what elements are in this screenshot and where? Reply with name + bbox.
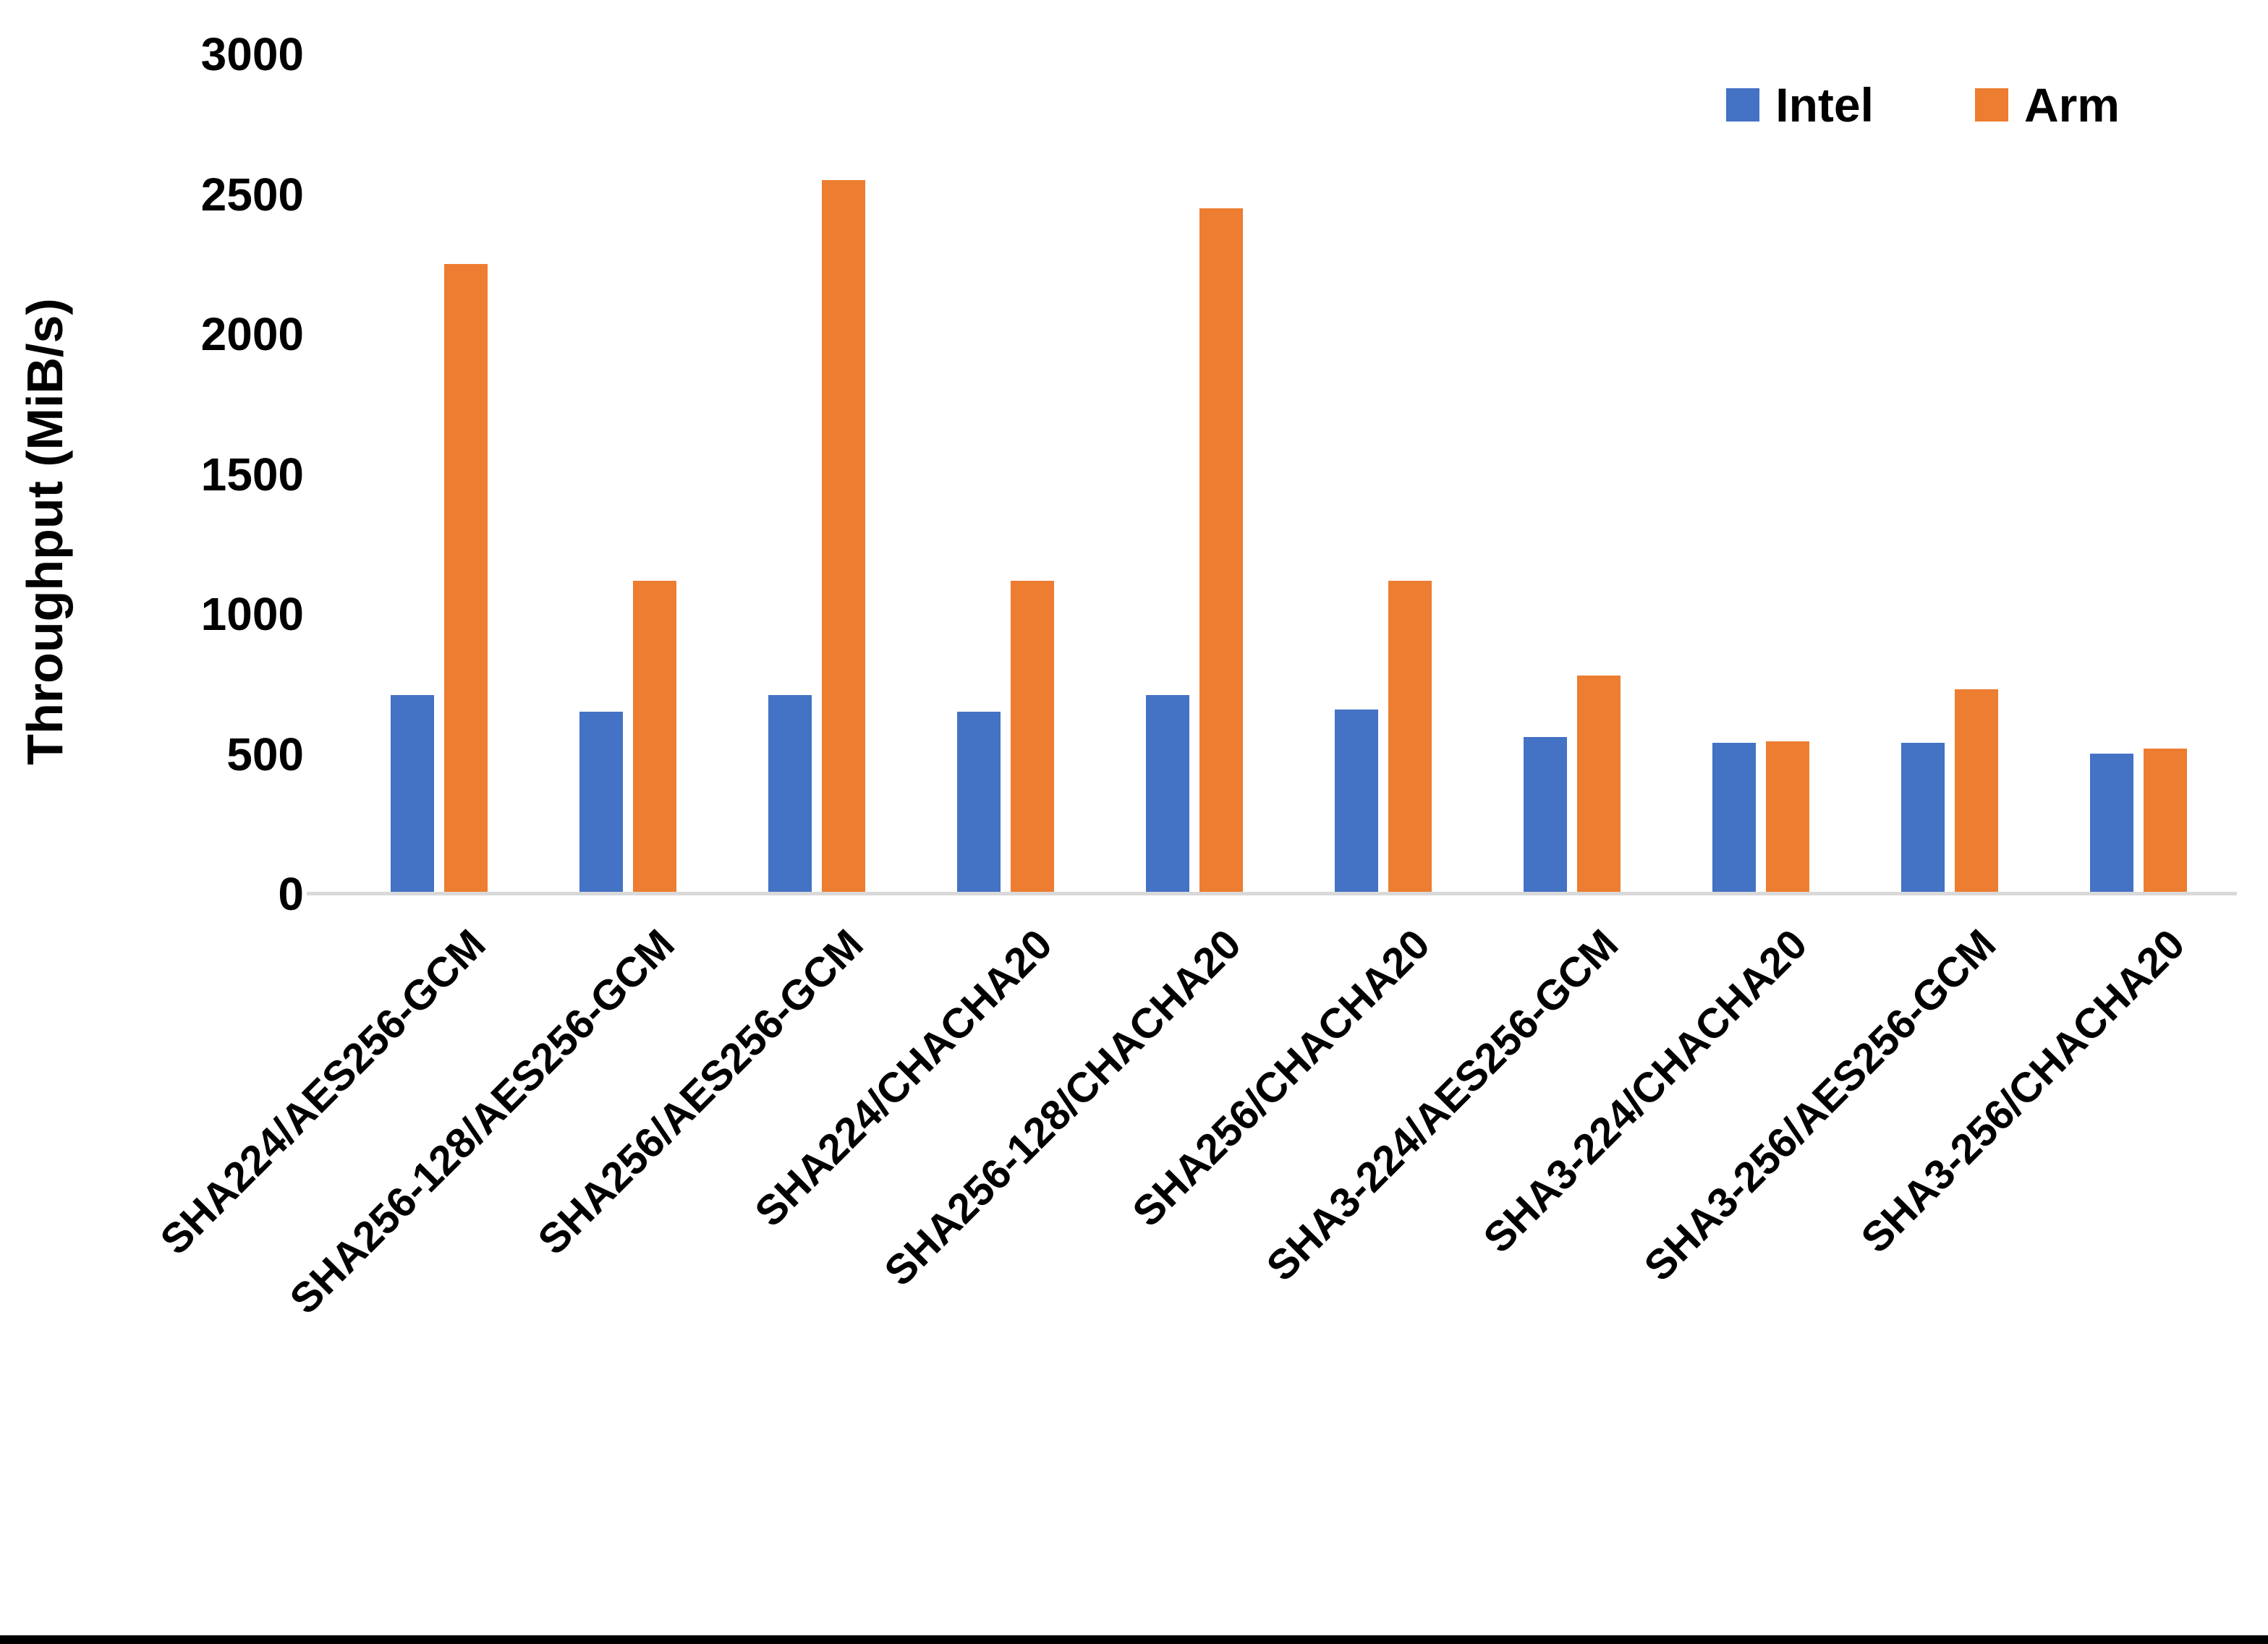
category-label-0: SHA224/AES256-GCM [151,920,495,1264]
bar-intel-1 [579,712,623,894]
y-tick-2500: 2500 [200,168,304,221]
bar-arm-5 [1388,581,1432,894]
bar-intel-0 [391,695,434,894]
bar-intel-8 [1901,743,1945,894]
bar-arm-2 [822,180,865,894]
legend: Intel Arm [1726,81,2120,129]
category-label-4: SHA256-128/CHACHA20 [875,920,1250,1295]
bar-arm-1 [633,581,676,894]
bar-intel-9 [2090,754,2133,894]
y-tick-2000: 2000 [200,308,304,360]
legend-label-arm: Arm [2023,78,2120,132]
category-label-2: SHA256/AES256-GCM [529,920,872,1264]
y-tick-500: 500 [226,728,304,780]
y-axis-title: Throughput (MiB/s) [17,298,73,765]
legend-item-intel: Intel [1726,81,1874,129]
x-axis-line [307,892,2237,895]
legend-label-intel: Intel [1775,78,1874,132]
bar-intel-2 [768,695,812,894]
category-label-1: SHA256-128/AES256-GCM [281,920,684,1324]
category-label-6: SHA3-224/AES256-GCM [1257,920,1628,1290]
bar-intel-7 [1712,743,1756,894]
bar-arm-3 [1011,581,1054,894]
y-tick-0: 0 [278,868,304,920]
bar-intel-4 [1146,695,1189,894]
category-label-9: SHA3-256/CHACHA20 [1852,920,2194,1262]
bar-intel-6 [1524,737,1567,894]
bar-arm-0 [444,264,488,894]
arm-series-swatch-icon [1974,88,2008,122]
legend-item-arm: Arm [1974,78,2120,132]
bar-arm-6 [1577,676,1621,894]
category-label-7: SHA3-224/CHACHA20 [1474,920,1817,1262]
intel-series-swatch-icon [1726,88,1760,122]
figure-bottom-border [0,1635,2268,1644]
bar-intel-3 [957,712,1001,894]
category-label-8: SHA3-256/AES256-GCM [1635,920,2005,1290]
bar-intel-5 [1335,710,1378,894]
bar-arm-8 [1955,689,1998,894]
y-tick-3000: 3000 [200,28,304,80]
bar-arm-9 [2144,749,2187,894]
bar-arm-4 [1199,208,1243,894]
y-tick-1000: 1000 [200,588,304,640]
y-tick-1500: 1500 [200,448,304,501]
bar-arm-7 [1766,741,1809,894]
